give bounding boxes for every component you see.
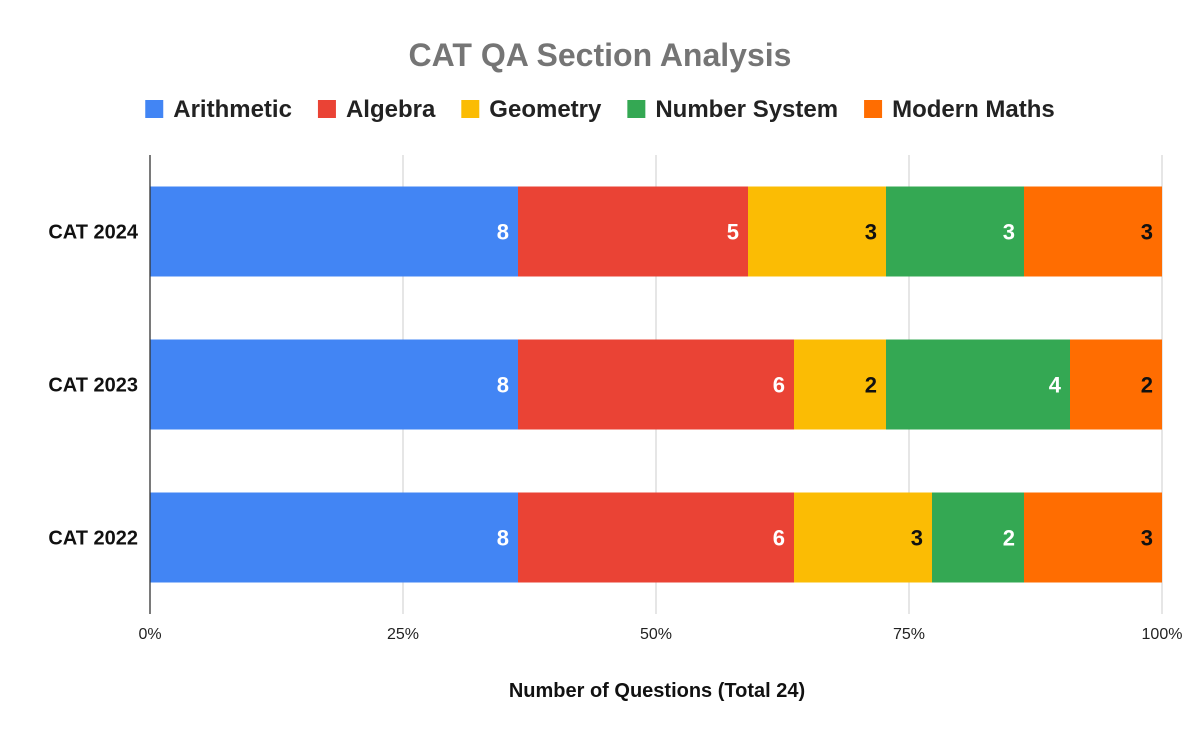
category-label: CAT 2022 — [48, 528, 138, 550]
data-label: 2 — [865, 373, 877, 398]
bar-cat-2024-algebra — [518, 186, 748, 277]
legend-item-number-system: Number System — [627, 96, 838, 123]
bar-cat-2024-arithmetic — [150, 186, 518, 277]
data-label: 8 — [497, 526, 509, 551]
data-label: 3 — [1003, 220, 1015, 245]
bar-cat-2024-modern-maths — [1024, 186, 1162, 277]
category-label: CAT 2024 — [48, 222, 139, 244]
legend-swatch — [317, 100, 336, 118]
legend-swatch — [145, 100, 164, 118]
legend-item-arithmetic: Arithmetic — [145, 96, 292, 123]
data-label: 8 — [497, 220, 509, 245]
data-label: 6 — [773, 373, 785, 398]
bar-cat-2024-geometry — [748, 186, 886, 277]
legend-label: Modern Maths — [892, 96, 1055, 123]
data-label: 2 — [1003, 526, 1015, 551]
bar-group-cat-2022: 8 6 3 2 3 — [150, 492, 1162, 583]
bar-cat-2023-arithmetic — [150, 339, 518, 430]
bar-group-cat-2023: 8 6 2 4 2 — [150, 339, 1162, 430]
bar-cat-2023-modern-maths — [1070, 339, 1162, 430]
bars: 8 5 3 3 3 8 6 2 4 2 8 6 3 2 3 — [150, 186, 1162, 583]
legend-swatch — [461, 100, 480, 118]
bar-cat-2023-algebra — [518, 339, 794, 430]
legend: Arithmetic Algebra Geometry Number System Mo… — [145, 96, 1055, 123]
bar-cat-2022-arithmetic — [150, 492, 518, 583]
x-tick-label: 50% — [640, 626, 672, 643]
bar-cat-2022-number-system — [932, 492, 1024, 583]
legend-label: Arithmetic — [173, 96, 292, 123]
x-tick-label: 100% — [1142, 626, 1183, 643]
legend-swatch — [627, 100, 646, 118]
bar-cat-2023-number-system — [886, 339, 1070, 430]
legend-label: Algebra — [346, 96, 436, 123]
x-tick-label: 0% — [138, 626, 161, 643]
data-label: 5 — [727, 220, 739, 245]
x-axis-title: Number of Questions (Total 24) — [509, 680, 805, 702]
data-label: 3 — [1141, 220, 1153, 245]
data-label: 3 — [911, 526, 923, 551]
chart-title: CAT QA Section Analysis — [409, 37, 792, 73]
legend-swatch — [864, 100, 883, 118]
data-label: 4 — [1049, 373, 1062, 398]
data-label: 2 — [1141, 373, 1153, 398]
legend-item-modern-maths: Modern Maths — [864, 96, 1055, 123]
category-labels: CAT 2024 CAT 2023 CAT 2022 — [48, 222, 139, 550]
bar-group-cat-2024: 8 5 3 3 3 — [150, 186, 1162, 277]
bar-cat-2022-algebra — [518, 492, 794, 583]
bar-cat-2024-number-system — [886, 186, 1024, 277]
data-label: 8 — [497, 373, 509, 398]
bar-cat-2022-modern-maths — [1024, 492, 1162, 583]
bar-cat-2023-geometry — [794, 339, 886, 430]
legend-item-geometry: Geometry — [461, 96, 602, 123]
data-label: 6 — [773, 526, 785, 551]
legend-label: Number System — [655, 96, 838, 123]
x-tick-label: 25% — [387, 626, 419, 643]
x-tick-labels: 0% 25% 50% 75% 100% — [138, 626, 1182, 643]
bar-cat-2022-geometry — [794, 492, 932, 583]
legend-item-algebra: Algebra — [317, 96, 436, 123]
category-label: CAT 2023 — [48, 375, 138, 397]
x-tick-label: 75% — [893, 626, 925, 643]
data-label: 3 — [865, 220, 877, 245]
data-label: 3 — [1141, 526, 1153, 551]
legend-label: Geometry — [489, 96, 602, 123]
